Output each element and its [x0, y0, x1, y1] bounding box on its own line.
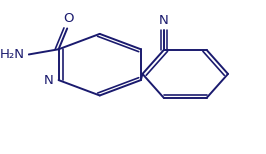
- Text: N: N: [159, 14, 169, 26]
- Text: N: N: [44, 74, 54, 87]
- Text: O: O: [63, 12, 74, 25]
- Text: H₂N: H₂N: [0, 48, 24, 61]
